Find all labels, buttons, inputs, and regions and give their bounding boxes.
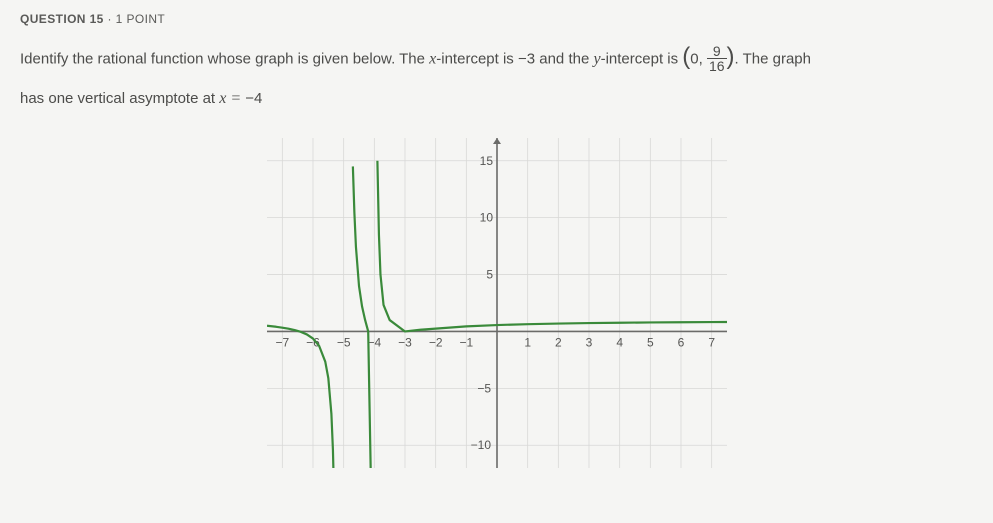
points-label: 1 POINT [116,12,165,26]
svg-text:−3: −3 [398,335,412,349]
fraction-numerator: 9 [707,44,727,59]
prompt-text: -intercept is [436,50,518,67]
svg-text:−7: −7 [275,335,289,349]
svg-text:−10: −10 [470,438,491,452]
svg-text:−5: −5 [336,335,350,349]
svg-text:4: 4 [616,335,623,349]
svg-text:−2: −2 [428,335,442,349]
paren-close: ) [727,43,735,70]
svg-text:5: 5 [646,335,653,349]
asymptote-lhs: x = [219,90,245,107]
separator: · [108,12,112,26]
function-graph: −7−6−5−4−3−2−11234567−10−551015 [267,138,727,468]
question-number: QUESTION 15 [20,12,104,26]
asymptote-value: −4 [245,90,262,107]
svg-text:15: 15 [479,154,493,168]
prompt-text: and the [535,50,593,67]
svg-text:−1: −1 [459,335,473,349]
y-variable: y [593,50,600,67]
y-intercept-x: 0, [690,50,707,67]
svg-text:10: 10 [479,211,493,225]
svg-text:5: 5 [486,268,493,282]
svg-text:6: 6 [677,335,684,349]
y-intercept-fraction: 916 [707,44,727,73]
fraction-denominator: 16 [707,59,727,73]
question-prompt: Identify the rational function whose gra… [20,36,960,114]
svg-text:7: 7 [708,335,715,349]
prompt-text: Identify the rational function whose gra… [20,50,429,67]
prompt-text: . The graph [735,50,811,67]
svg-text:3: 3 [585,335,592,349]
prompt-text: -intercept is [601,50,683,67]
svg-text:1: 1 [524,335,531,349]
x-intercept-value: −3 [518,50,535,67]
svg-text:2: 2 [554,335,561,349]
graph-container: −7−6−5−4−3−2−11234567−10−551015 [20,138,973,468]
question-header: QUESTION 15 · 1 POINT [20,12,973,26]
svg-text:−5: −5 [477,381,491,395]
paren-open: ( [682,43,690,70]
svg-text:−4: −4 [367,335,381,349]
prompt-text: has one vertical asymptote at [20,90,219,107]
